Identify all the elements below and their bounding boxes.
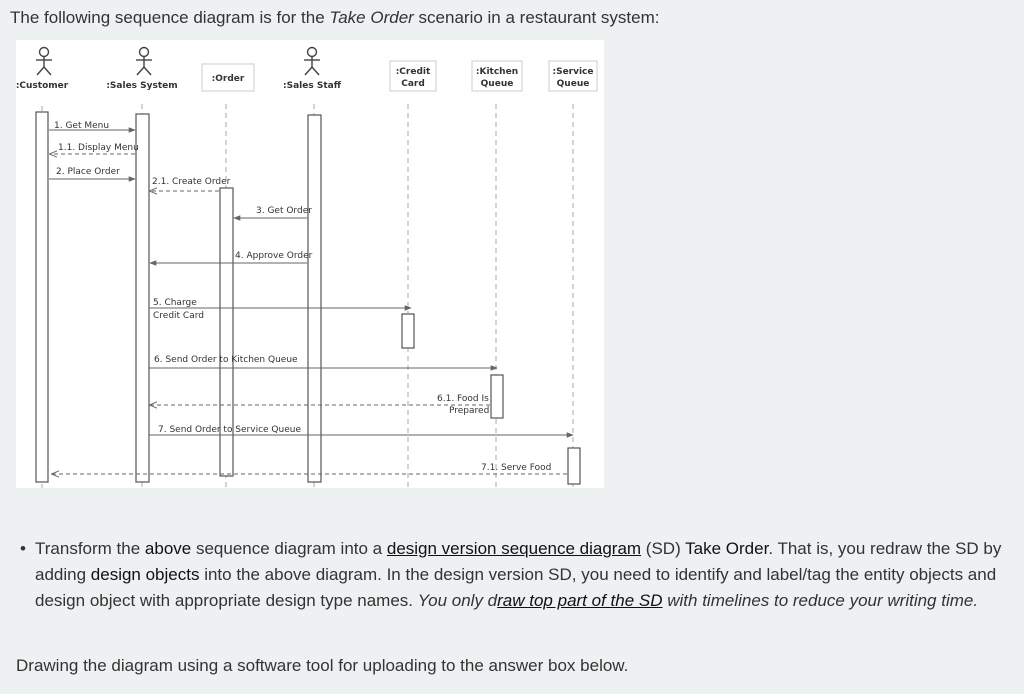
- service-queue-label-line1: :Service: [552, 67, 593, 77]
- order-activation: [219, 187, 234, 477]
- msg1-label: 1. Get Menu: [54, 121, 109, 131]
- credit-card-label-line1: :Credit: [396, 67, 431, 77]
- order-label: :Order: [212, 74, 245, 84]
- sales-staff-actor-icon: [304, 46, 320, 76]
- service-queue-label-line2: Queue: [557, 79, 590, 89]
- intro-text: The following sequence diagram is for th…: [10, 8, 660, 28]
- customer-actor-icon: [36, 46, 52, 76]
- sales-staff-activation: [307, 114, 322, 483]
- msg1-1-label: 1.1. Display Menu: [58, 143, 139, 153]
- credit-card-activation: [401, 313, 415, 349]
- intro-prefix: The following sequence diagram is for th…: [10, 8, 330, 27]
- sales-system-activation: [135, 113, 150, 483]
- msg7-1-label: 7.1. Serve Food: [481, 463, 551, 473]
- msg6-1-label-line1: 6.1. Food Is: [437, 394, 489, 404]
- msg6-1-label-line2: Prepared: [449, 406, 489, 416]
- order-box: [201, 63, 255, 92]
- msg2-1-label: 2.1. Create Order: [152, 177, 231, 187]
- kitchen-queue-label-line1: :Kitchen: [476, 67, 518, 77]
- sales-system-label: :Sales System: [106, 81, 177, 91]
- msg2-label: 2. Place Order: [56, 167, 120, 177]
- credit-card-box: [389, 60, 437, 92]
- sales-system-actor-icon: [136, 46, 152, 76]
- task-instructions: • Transform the above sequence diagram i…: [20, 536, 1010, 614]
- bullet-dot: •: [20, 539, 26, 558]
- scenario-name: Take Order: [329, 8, 414, 27]
- msg5-label-line1: 5. Charge: [153, 298, 197, 308]
- task-above: above: [144, 539, 192, 558]
- footer-text: Drawing the diagram using a software too…: [16, 656, 629, 675]
- task-text: Transform the above sequence diagram int…: [35, 539, 1002, 610]
- customer-label: :Customer: [16, 81, 69, 91]
- task-italic-note: You only draw top part of the SD with ti…: [417, 591, 979, 610]
- task-take-order: Take Order: [685, 539, 769, 558]
- msg3-label: 3. Get Order: [256, 206, 312, 216]
- service-queue-activation: [567, 447, 581, 485]
- credit-card-label-line2: Card: [401, 79, 425, 89]
- kitchen-queue-label-line2: Queue: [481, 79, 514, 89]
- kitchen-queue-activation: [490, 374, 504, 419]
- msg6-label: 6. Send Order to Kitchen Queue: [154, 355, 298, 365]
- customer-activation: [35, 111, 49, 483]
- kitchen-queue-box: [471, 60, 523, 92]
- service-queue-box: [548, 60, 598, 92]
- intro-suffix: scenario in a restaurant system:: [413, 8, 660, 27]
- sequence-diagram: :Customer :Sales System :Order :Sales St…: [16, 40, 604, 488]
- sales-staff-label: :Sales Staff: [283, 81, 342, 91]
- msg4-label: 4. Approve Order: [235, 251, 313, 261]
- msg5-label-line2: Credit Card: [153, 311, 204, 321]
- task-design-objects: design objects: [90, 565, 200, 584]
- msg7-label: 7. Send Order to Service Queue: [158, 425, 301, 435]
- task-design-sd: design version sequence diagram: [386, 539, 642, 558]
